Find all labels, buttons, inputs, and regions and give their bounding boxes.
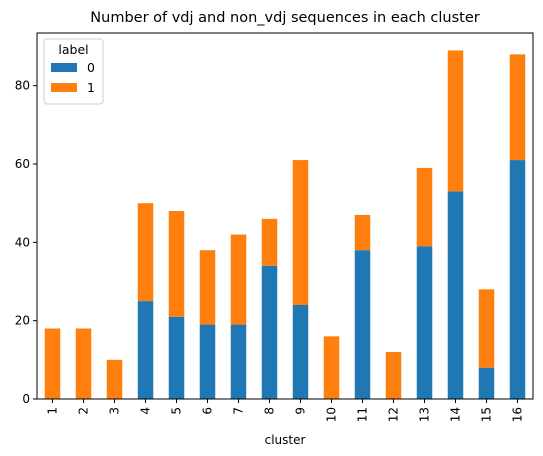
bar-7-label-1 [230,234,247,325]
x-tick-label-2: 2 [77,407,91,415]
bar-7-label-0 [230,324,247,399]
bar-5-label-1 [168,211,185,317]
bar-1-label-1 [44,328,61,399]
bar-8-label-1 [261,218,278,266]
y-tick-label: 0 [22,392,30,406]
x-axis-label: cluster [265,433,306,447]
bar-9-label-0 [292,305,309,399]
y-tick-label: 60 [15,157,30,171]
x-tick-label-11: 11 [356,407,370,422]
x-tick-label-15: 15 [480,407,494,422]
x-tick-label-16: 16 [511,407,525,422]
legend: label 0 1 [43,38,104,105]
y-axis: 0 20 40 60 80 [15,79,37,406]
x-tick-label-5: 5 [170,407,184,415]
x-tick-label-12: 12 [387,407,401,422]
bar-13-label-1 [416,167,433,247]
bar-15-label-0 [478,367,495,399]
x-tick-label-9: 9 [294,407,308,415]
bar-11-label-1 [354,214,371,251]
bar-14-label-1 [447,50,464,192]
x-tick-label-13: 13 [418,407,432,422]
bar-2-label-1 [75,328,92,399]
chart-title: Number of vdj and non_vdj sequences in e… [90,10,479,26]
legend-title: label [58,42,88,57]
legend-swatch-1 [51,83,77,92]
x-tick-label-10: 10 [325,407,339,422]
legend-label-0: 0 [87,60,95,75]
legend-label-1: 1 [87,80,95,95]
bar-12-label-1 [385,352,402,399]
bar-15-label-1 [478,289,495,368]
bar-5-label-0 [168,316,185,399]
bar-14-label-0 [447,191,464,399]
x-axis: 1 2 3 4 5 6 7 8 9 10 11 12 13 14 15 16 [46,399,525,422]
bar-16-label-1 [509,54,526,161]
bar-3-label-1 [106,359,123,399]
x-tick-label-3: 3 [108,407,122,415]
bar-9-label-1 [292,160,309,306]
bar-13-label-0 [416,246,433,399]
y-tick-label: 80 [15,79,30,93]
bars-group [44,50,526,399]
x-tick-label-7: 7 [232,407,246,415]
y-tick-label: 40 [15,235,30,249]
bar-16-label-0 [509,160,526,399]
bar-10-label-1 [323,336,340,399]
plot-frame [36,32,534,400]
bar-4-label-0 [137,301,154,399]
x-tick-label-14: 14 [449,407,463,422]
y-tick-label: 20 [15,314,30,328]
bar-6-label-1 [199,250,216,325]
bar-6-label-0 [199,324,216,399]
bar-8-label-0 [261,265,278,399]
x-tick-label-1: 1 [46,407,60,415]
x-tick-label-6: 6 [201,407,215,415]
legend-swatch-0 [51,63,77,72]
bar-11-label-0 [354,250,371,399]
x-tick-label-4: 4 [139,407,153,415]
x-tick-label-8: 8 [263,407,277,415]
bar-4-label-1 [137,203,154,302]
